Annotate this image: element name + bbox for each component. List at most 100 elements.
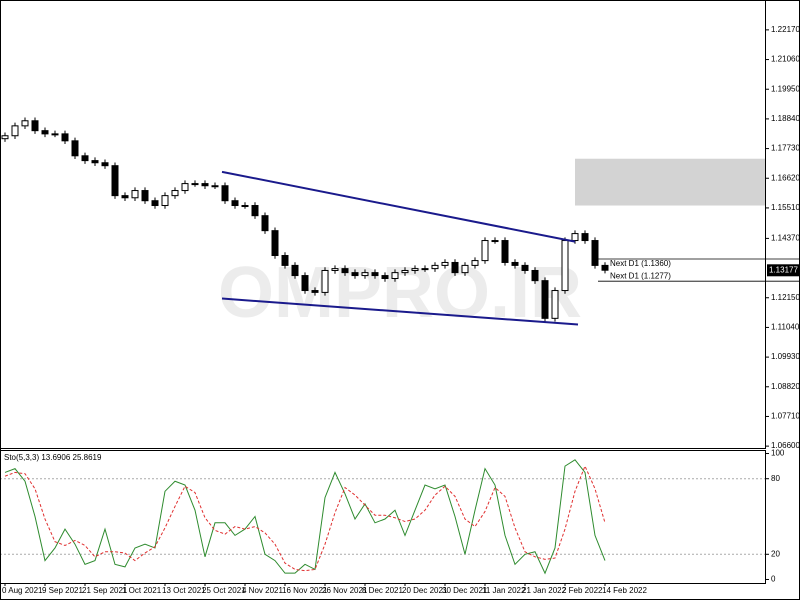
candle-body (511, 261, 519, 266)
y-tick-label: 1.15510 (771, 203, 800, 212)
candle-body (1, 135, 9, 140)
x-tick-label: 11 Jan 2022 (482, 586, 526, 595)
candle-body (381, 275, 389, 280)
candle-body (261, 215, 269, 232)
candle-body (471, 260, 479, 266)
x-tick-label: 9 Sep 2021 (42, 586, 83, 595)
candle-body (51, 133, 59, 136)
candle-body (161, 195, 169, 207)
stochastic-line (4, 459, 606, 575)
y-tick-label: 100 (771, 449, 785, 458)
candle-body (121, 195, 129, 199)
trendline (221, 297, 579, 326)
candle-body (281, 255, 289, 266)
x-tick-label: 4 Nov 2021 (242, 586, 283, 595)
candle-body (341, 268, 349, 274)
y-tick-label: 1.16620 (771, 173, 800, 182)
candle-body (551, 290, 559, 319)
candle-body (141, 190, 149, 202)
candle-body (591, 240, 599, 266)
candle-body (561, 240, 569, 292)
candle-body (431, 264, 439, 270)
y-tick-label: 1.21060 (771, 55, 800, 64)
candle-body (291, 264, 299, 277)
candle-body (331, 268, 339, 271)
candle-body (111, 165, 119, 197)
x-tick-label: 20 Dec 2021 (402, 586, 448, 595)
candle-body (401, 269, 409, 274)
candle-body (361, 272, 369, 277)
zone (575, 158, 765, 206)
trendline (221, 170, 576, 243)
candle-body (271, 230, 279, 257)
level-label: Next D1 (1.1277) (610, 271, 671, 280)
indicator-title: Sto(5,3,3) 13.6906 25.8619 (4, 453, 102, 462)
candle-body (441, 261, 449, 266)
x-tick-label: 25 Oct 2021 (202, 586, 246, 595)
y-tick-label: 1.11040 (771, 323, 800, 332)
stochastic-line (4, 464, 606, 572)
candle-body (31, 120, 39, 132)
y-tick-label: 1.09930 (771, 352, 800, 361)
candle-body (521, 264, 529, 271)
y-tick-label: 1.19950 (771, 84, 800, 93)
x-tick-label: 0 Aug 2021 (2, 586, 43, 595)
y-tick-label: 1.14370 (771, 234, 800, 243)
candle-body (131, 190, 139, 199)
candle-body (201, 183, 209, 187)
candle-body (41, 130, 49, 135)
current-price: 1.13177 (769, 265, 798, 274)
y-tick-label: 1.12150 (771, 293, 800, 302)
candle-body (451, 261, 459, 274)
y-tick-label: 1.08820 (771, 382, 800, 391)
x-tick-label: 2 Feb 2022 (562, 586, 603, 595)
y-tick-label: 0 (771, 575, 776, 584)
candle-body (391, 272, 399, 280)
candle-body (181, 183, 189, 192)
candle-body (421, 268, 429, 271)
candle-body (241, 205, 249, 208)
x-tick-label: 16 Nov 2021 (282, 586, 328, 595)
candle-body (571, 233, 579, 242)
candle-body (61, 133, 69, 142)
candle-body (251, 205, 259, 217)
candle-body (101, 162, 109, 167)
candle-body (221, 185, 229, 202)
candle-body (11, 125, 19, 137)
candle-body (231, 200, 239, 207)
candle-body (171, 190, 179, 197)
candle-body (531, 269, 539, 282)
y-tick-label: 1.06600 (771, 441, 800, 450)
candle-body (501, 240, 509, 263)
candle-body (321, 269, 329, 293)
x-tick-label: 8 Dec 2021 (362, 586, 403, 595)
candle-body (481, 240, 489, 262)
candle-body (491, 240, 499, 243)
candle-body (81, 155, 89, 162)
candle-body (151, 200, 159, 207)
x-tick-label: 21 Sep 2021 (82, 586, 128, 595)
candle-body (301, 275, 309, 292)
candle-body (601, 264, 609, 271)
candle-body (541, 280, 549, 319)
candle-body (371, 272, 379, 277)
y-tick-label: 1.07710 (771, 412, 800, 421)
y-tick-label: 80 (771, 474, 780, 483)
candle-body (581, 233, 589, 242)
price-box (767, 264, 799, 277)
candle-body (311, 290, 319, 293)
candle-body (21, 120, 29, 127)
y-tick-label: 1.17730 (771, 144, 800, 153)
candle-body (191, 183, 199, 186)
x-tick-label: 14 Feb 2022 (602, 586, 647, 595)
candle-body (91, 160, 99, 164)
candle-body (461, 264, 469, 274)
candle-body (211, 185, 219, 188)
candle-body (71, 140, 79, 157)
candle-body (411, 268, 419, 271)
y-tick-label: 1.22170 (771, 25, 800, 34)
x-tick-label: 21 Jan 2022 (522, 586, 567, 595)
